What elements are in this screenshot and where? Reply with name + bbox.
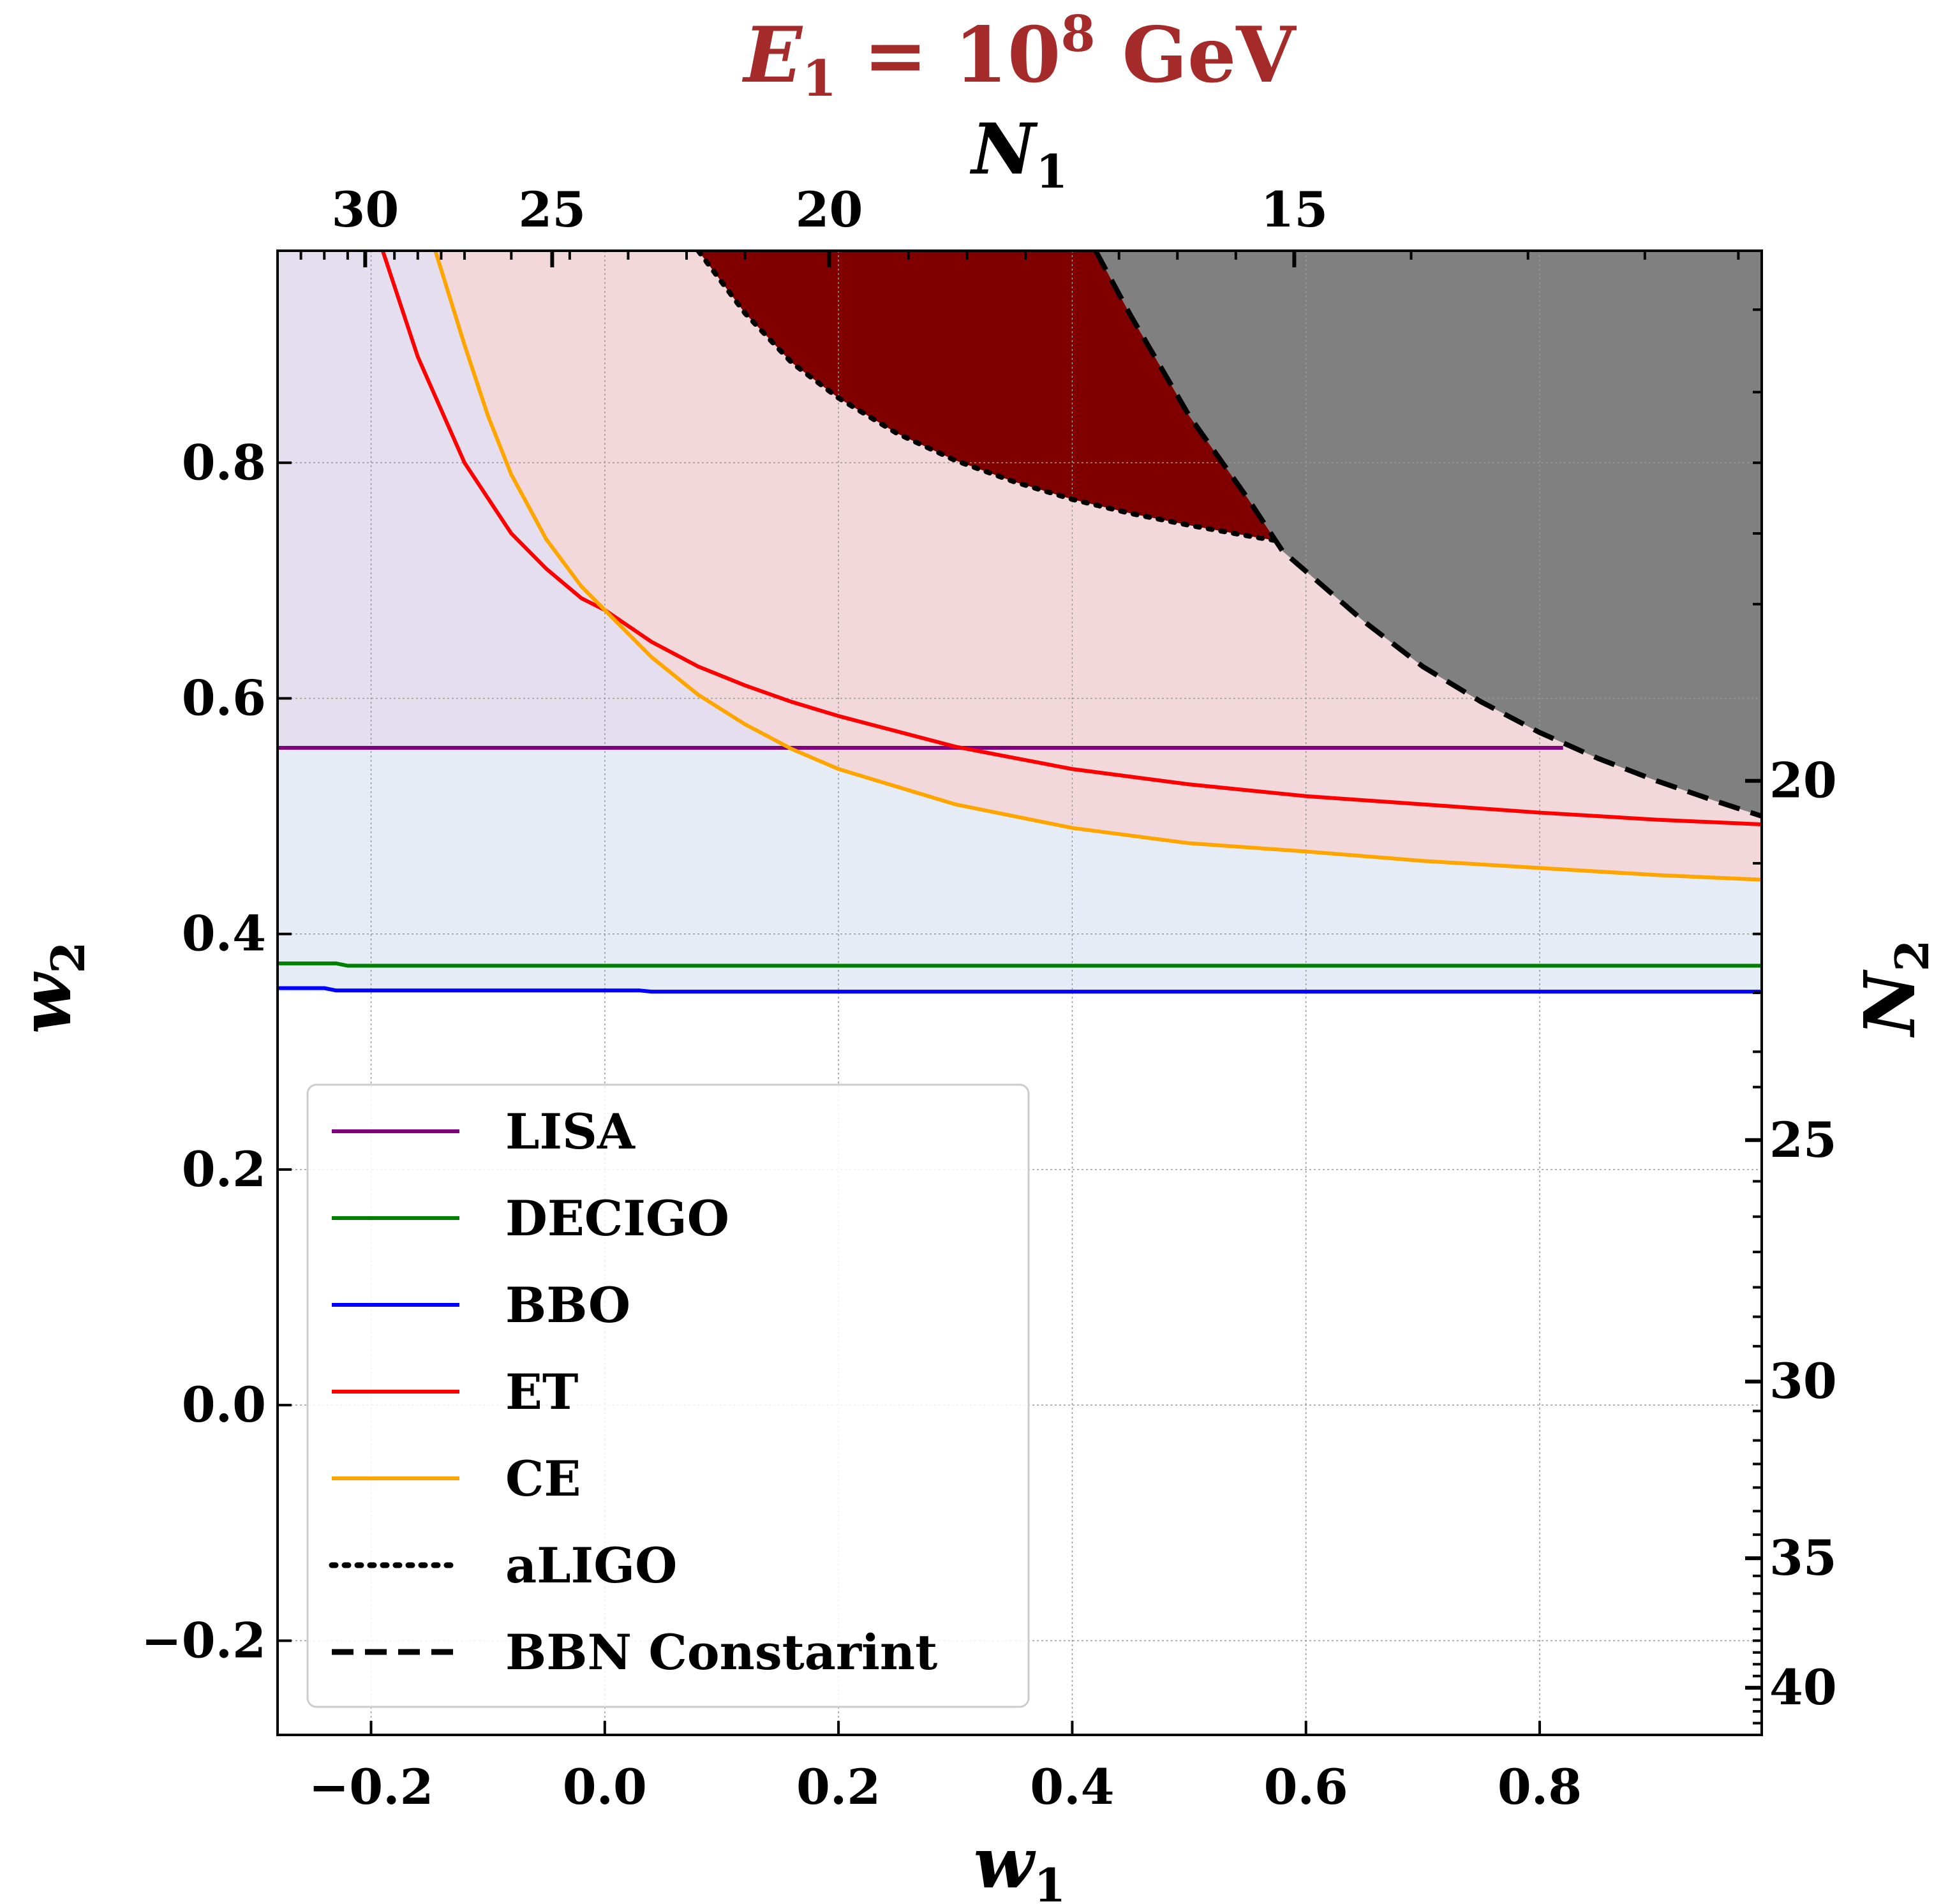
ticks-layer: −0.2 0.0 0.2 0.4 0.6 0.8 −0.2 0.0 0.2 0.4 0.6 0.8 30… — [141, 181, 1837, 1815]
x-axis-title-sub: 1 — [1034, 1858, 1066, 1904]
chart-title-sup: 8 — [1060, 5, 1095, 63]
legend: LISA DECIGO BBO ET CE aLIGO BBN Constarint — [306, 1083, 1030, 1708]
right-tick-label: 20 — [1769, 752, 1837, 809]
legend-label: ET — [505, 1364, 578, 1420]
y-axis-title-main: w — [4, 971, 87, 1034]
series-decigo — [278, 961, 1762, 968]
x-tick-label: 0.8 — [1498, 1759, 1582, 1815]
legend-label: CE — [505, 1450, 581, 1507]
series-layer — [278, 251, 1762, 994]
chart-title-sub: 1 — [802, 50, 837, 108]
x-tick-label: −0.2 — [309, 1759, 434, 1815]
legend-label: BBO — [505, 1277, 630, 1334]
chart-title-unit: GeV — [1096, 10, 1297, 100]
x-tick-label: 0.0 — [563, 1759, 647, 1815]
legend-box — [306, 1083, 1030, 1708]
plot-frame — [276, 249, 1763, 1736]
y-tick-label: 0.8 — [182, 434, 266, 491]
y-tick-label: 0.2 — [182, 1141, 266, 1198]
top-tick-label: 25 — [519, 181, 586, 238]
right-axis-title: N2 — [1848, 940, 1934, 1038]
x-axis-title: w1 — [974, 1822, 1066, 1904]
y-tick-label: 0.4 — [182, 905, 266, 962]
y-tick-label: 0.0 — [182, 1376, 266, 1433]
chart-title-main: E — [742, 10, 803, 100]
series-bbo — [278, 986, 1762, 994]
x-tick-label: 0.2 — [796, 1759, 881, 1815]
y-axis-title: w2 — [4, 942, 95, 1034]
legend-label: LISA — [505, 1103, 636, 1160]
legend-label: DECIGO — [505, 1190, 729, 1247]
x-tick-label: 0.4 — [1030, 1759, 1114, 1815]
series-bbn-constarint — [1093, 251, 1762, 819]
chart-title: E1 = 108 GeV — [742, 5, 1297, 108]
top-axis-title: N1 — [970, 108, 1068, 198]
x-axis-title-main: w — [974, 1822, 1036, 1904]
right-axis-title-sub: 2 — [1885, 940, 1934, 972]
x-tick-label: 0.6 — [1264, 1759, 1348, 1815]
right-tick-label: 30 — [1769, 1353, 1837, 1409]
right-tick-label: 25 — [1769, 1112, 1837, 1168]
legend-label: BBN Constarint — [505, 1624, 937, 1681]
region-bbn-excluded — [1096, 251, 1762, 817]
right-tick-label: 35 — [1769, 1529, 1837, 1586]
right-tick-label: 40 — [1769, 1659, 1837, 1716]
top-tick-label: 20 — [796, 181, 863, 238]
y-tick-label: 0.6 — [182, 669, 266, 726]
top-tick-label: 15 — [1261, 181, 1328, 238]
series-et — [380, 251, 1762, 827]
right-axis-title-main: N — [1848, 969, 1931, 1038]
top-tick-label: 30 — [331, 181, 399, 238]
top-axis-title-main: N — [970, 108, 1038, 190]
series-aligo — [695, 251, 1286, 544]
chart-title-eq: = 10 — [837, 10, 1060, 100]
regions-layer — [278, 251, 1762, 992]
top-axis-title-sub: 1 — [1036, 144, 1067, 198]
y-tick-label: −0.2 — [141, 1612, 266, 1669]
series-ce — [433, 251, 1762, 882]
legend-label: aLIGO — [505, 1537, 677, 1594]
y-axis-title-sub: 2 — [41, 942, 95, 974]
